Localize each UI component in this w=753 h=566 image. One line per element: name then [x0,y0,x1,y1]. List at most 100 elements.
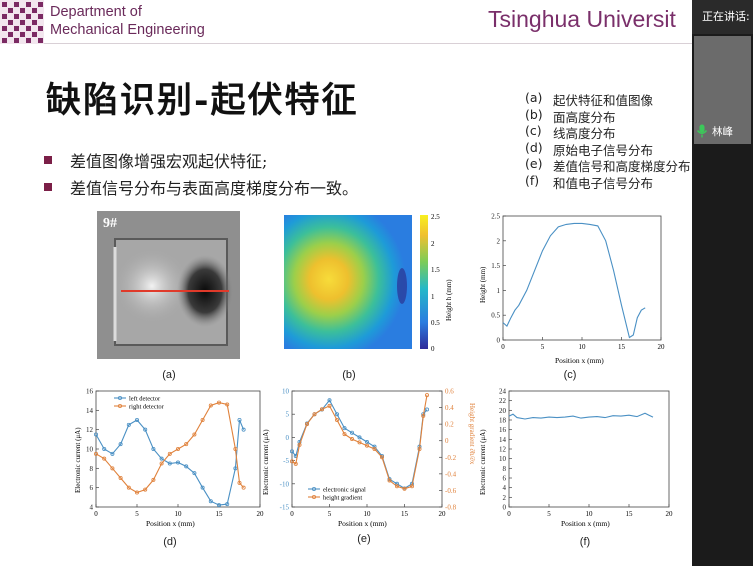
y-tick-label: 2.5 [491,213,500,221]
legend-key: (b) [525,106,543,122]
y2-axis-label: Height gradient ∂h/∂x [468,403,476,465]
y-axis-label: Electronic current (μA) [479,429,487,495]
legend-key: (c) [525,123,542,138]
data-point [216,400,221,405]
data-point [402,486,407,491]
data-point [380,455,385,460]
data-point [417,447,422,452]
data-point [320,407,325,412]
data-point [167,461,172,466]
data-point [118,442,123,447]
figure-b-heightmap: 2.5 2 1.5 1 0.5 0 Height h (mm) [284,213,453,353]
y-tick-label: 18 [499,417,507,425]
speaking-status: 正在讲话: [692,0,753,34]
active-speaker: 林峰 [696,120,733,142]
x-tick-label: 20 [666,510,674,518]
data-point [233,466,238,471]
x-tick-label: 20 [257,510,265,518]
y-tick-label: 5 [286,411,290,419]
y-tick-label: 24 [499,388,507,396]
figure-caption-b: (b) [342,369,356,381]
x-tick-label: 5 [541,343,545,351]
data-point [327,398,332,403]
y-tick-label: 14 [499,436,507,444]
x-axis-label: Position x (mm) [555,356,604,365]
figure-d-chart: Electronic current (μA) Position x (mm) … [74,388,265,529]
legend-item: (a) 起伏特征和值图像 [525,90,691,108]
y-tick-label: 8 [90,465,94,473]
plot-frame [508,390,670,508]
legend-text: 和值电子信号分布 [553,175,654,191]
y-tick-label: 10 [499,455,507,463]
sample-label: 9# [103,216,117,231]
x-tick-label: 0 [507,510,511,518]
data-point [102,447,107,452]
y-tick-label: 2 [503,494,507,502]
y-axis-label: Height (mm) [479,266,487,303]
figure-caption-a: (a) [162,369,176,381]
slide-header: Department of Mechanical Engineering Tsi… [0,0,692,44]
data-point [335,418,340,423]
legend-marker [118,395,123,400]
data-point [290,449,295,454]
data-point [365,440,370,445]
figure-a-image: 9# [97,211,240,359]
legend-text: 原始电子信号分布 [553,142,654,158]
data-point [176,460,181,465]
y-axis-label: Electronic current (μA) [262,429,270,495]
legend-label: right detector [129,404,165,411]
x-tick-label: 5 [547,510,551,518]
legend-text: 线高度分布 [553,126,616,141]
data-point [342,426,347,431]
legend-item: (c) 线高度分布 [525,123,691,141]
y-tick-label: 1 [497,287,501,295]
department-line-2: Mechanical Engineering [50,22,205,38]
data-point [208,499,213,504]
x-tick-label: 15 [216,510,224,518]
x-axis-label: Position x (mm) [146,519,195,528]
data-point [387,478,392,483]
figure-e-chart: Electronic current (μA) Height gradient … [262,388,476,529]
header-divider [44,43,692,44]
data-point [372,447,377,452]
data-point [184,442,189,447]
y-tick-label: 16 [499,426,507,434]
y-tick-label: 14 [86,407,94,415]
bullet-text: 差值信号分布与表面高度梯度分布一致。 [70,179,359,198]
colorbar-tick: 1.5 [431,266,440,274]
y-tick-label: 8 [503,465,507,473]
legend-item: (d) 原始电子信号分布 [525,140,691,158]
data-point [350,437,355,442]
legend-item: (e) 差值信号和高度梯度分布 [525,156,691,174]
data-point [167,451,172,456]
legend-text: 面高度分布 [553,109,616,125]
y-tick-label: 0.5 [491,312,500,320]
x-axis-label: Position x (mm) [338,519,387,528]
bullet-text: 差值图像增强宏观起伏特征; [70,152,268,171]
data-point [365,443,370,448]
y-tick-label: 4 [503,484,507,492]
y-tick-label: 12 [86,426,94,434]
bullet-square-icon [44,183,52,191]
data-point [342,432,347,437]
university-name: Tsinghua Universit [488,6,676,32]
colorbar [420,215,428,349]
colorbar-tick: 0 [431,345,435,353]
colorbar-tick: 2 [431,240,435,248]
bullet-square-icon [44,156,52,164]
department-name: Department of Mechanical Engineering [50,3,205,39]
data-point [421,413,426,418]
figure-f-chart: Electronic current (μA) Position x (mm) … [479,388,674,529]
y-tick-label: 10 [282,388,290,396]
data-point [237,480,242,485]
data-point [241,427,246,432]
y-tick-label: 16 [86,388,94,396]
x-tick-label: 10 [579,343,587,351]
y2-tick-label: 0.4 [445,404,454,412]
x-tick-label: 10 [364,510,372,518]
department-line-1: Department of [50,4,142,20]
data-point [335,412,340,417]
data-point [394,484,399,489]
x-tick-label: 20 [658,343,666,351]
figure-caption-d: (d) [163,536,177,548]
